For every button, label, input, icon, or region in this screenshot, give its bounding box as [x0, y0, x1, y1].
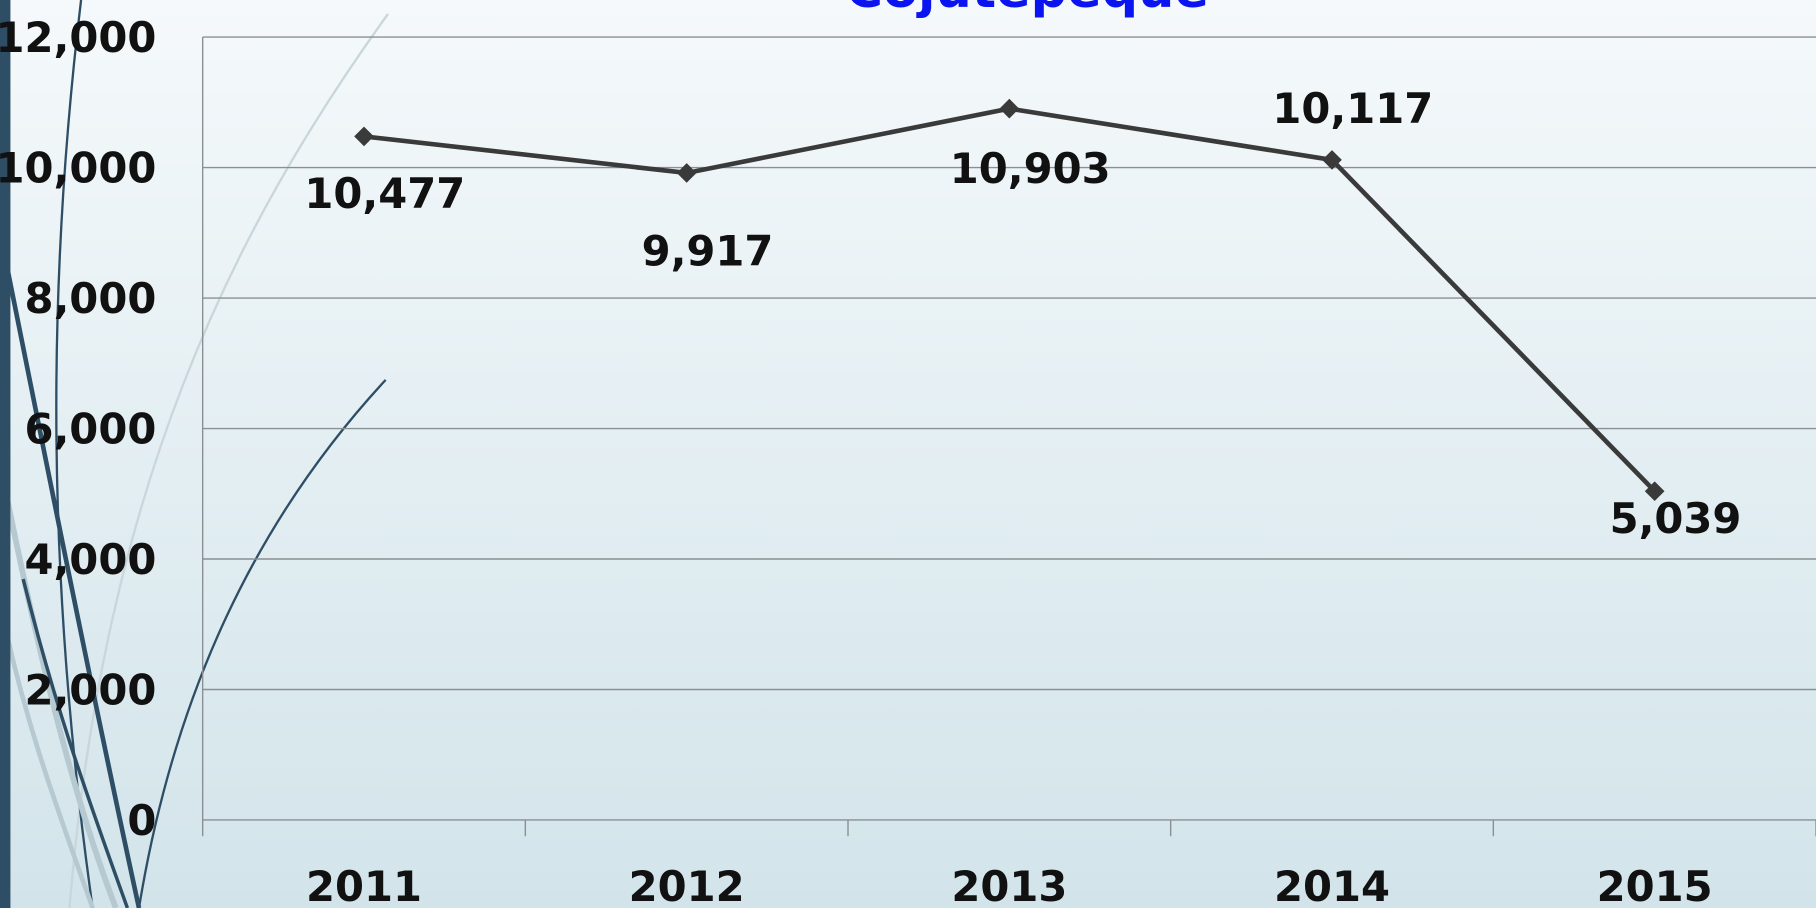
x-tick-label: 2012 — [629, 862, 745, 908]
y-tick-label: 2,000 — [24, 666, 156, 715]
x-tick-label: 2014 — [1274, 862, 1390, 908]
y-tick-label: 12,000 — [0, 13, 156, 62]
x-tick-label: 2013 — [951, 862, 1067, 908]
data-label: 5,039 — [1610, 494, 1742, 543]
y-tick-label: 10,000 — [0, 144, 156, 193]
data-label: 9,917 — [642, 227, 774, 276]
x-tick-label: 2011 — [306, 862, 422, 908]
chart-title: Cojutepeque — [846, 0, 1209, 20]
y-tick-label: 8,000 — [24, 274, 156, 323]
data-label: 10,117 — [1272, 84, 1433, 133]
data-label: 10,477 — [304, 169, 465, 218]
x-tick-label: 2015 — [1597, 862, 1713, 908]
data-label: 10,903 — [950, 144, 1111, 193]
marker — [676, 163, 697, 183]
y-tick-label: 6,000 — [24, 405, 156, 454]
y-tick-label: 0 — [127, 796, 156, 845]
y-tick-label: 4,000 — [24, 535, 156, 584]
side-strip — [0, 0, 11, 908]
